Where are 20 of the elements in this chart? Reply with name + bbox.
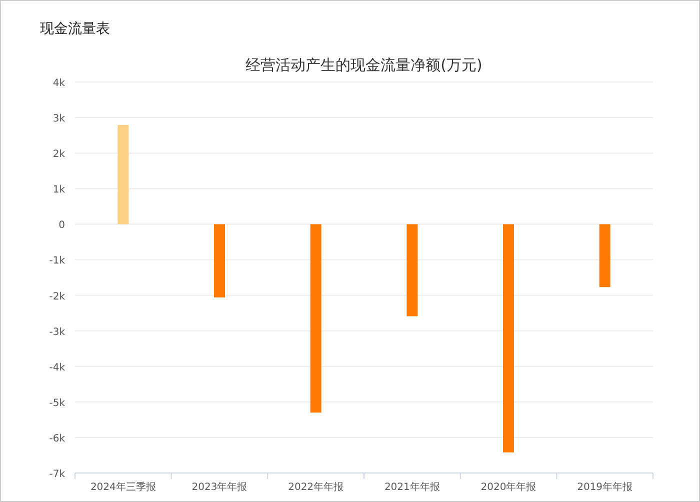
x-tick-label: 2024年三季报: [90, 481, 156, 493]
x-tick-label: 2023年年报: [192, 481, 248, 493]
y-tick-label: 1k: [52, 184, 66, 196]
y-tick-label: 3k: [52, 114, 66, 125]
chart-title: 现金流量表: [40, 21, 110, 37]
y-tick-label: 2k: [52, 149, 66, 160]
x-tick-label: 2022年年报: [288, 481, 344, 493]
y-tick-label: 0: [58, 220, 65, 232]
y-tick-label: 4k: [52, 78, 66, 89]
x-tick-label: 2020年年报: [480, 481, 536, 493]
x-tick-label: 2021年年报: [384, 481, 440, 493]
y-tick-label: -2k: [49, 291, 66, 302]
y-tick-label: -3k: [49, 326, 66, 338]
y-tick-label: -6k: [49, 433, 66, 444]
y-tick-label: -7k: [49, 469, 66, 480]
y-tick-label: -4k: [49, 362, 66, 374]
chart-subtitle: 经营活动产生的现金流量净额(万元): [246, 56, 482, 74]
y-tick-label: -1k: [49, 256, 66, 267]
x-tick-label: 2019年年报: [577, 481, 633, 493]
y-tick-label: -5k: [49, 398, 66, 409]
